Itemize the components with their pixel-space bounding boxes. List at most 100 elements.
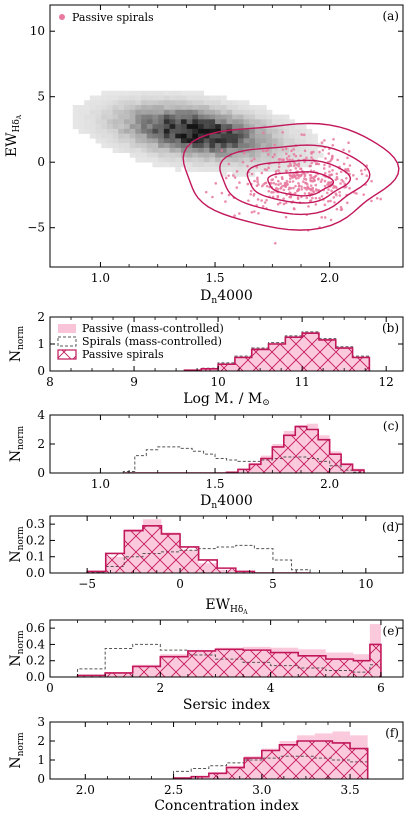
density-cell <box>129 109 136 115</box>
density-cell <box>163 128 170 134</box>
density-cell <box>118 133 125 139</box>
density-cell <box>209 119 216 125</box>
scatter-point <box>249 189 253 193</box>
density-cell <box>243 152 250 158</box>
bar-passive-spirals <box>218 364 235 371</box>
scatter-point <box>267 153 270 156</box>
bar-passive-spirals <box>198 559 218 573</box>
scatter-point <box>309 176 312 180</box>
x-axis-label-sub: n <box>211 501 217 511</box>
density-cell <box>169 109 176 115</box>
scatter-point <box>262 131 265 135</box>
scatter-point <box>323 179 327 183</box>
density-cell <box>129 147 136 153</box>
density-cell <box>283 143 290 149</box>
scatter-point <box>288 158 292 162</box>
scatter-point <box>309 174 313 177</box>
density-cell <box>78 105 85 111</box>
density-cell <box>124 95 131 101</box>
density-cell <box>198 152 205 158</box>
density-cell <box>215 138 222 144</box>
scatter-point <box>359 169 363 172</box>
density-cell <box>260 138 267 144</box>
scatter-point <box>332 137 335 141</box>
density-cell <box>260 166 267 173</box>
density-cell <box>283 162 290 168</box>
density-cell <box>203 162 210 168</box>
scatter-point <box>299 174 302 178</box>
bar-passive-spirals <box>105 672 133 677</box>
density-cell <box>232 109 239 115</box>
bar-passive-spirals <box>251 349 269 371</box>
scatter-point <box>323 184 327 188</box>
density-cell <box>135 114 142 120</box>
y-tick-label: 2 <box>37 310 45 324</box>
density-cell <box>192 119 199 125</box>
scatter-point <box>338 194 342 197</box>
density-cell <box>243 109 250 115</box>
density-cell <box>152 152 159 158</box>
scatter-point <box>227 162 231 166</box>
scatter-point <box>305 196 309 200</box>
density-cell <box>192 114 199 120</box>
density-cell <box>129 128 136 134</box>
density-cell <box>180 105 187 111</box>
density-cell <box>124 114 131 120</box>
legend-label: Spirals (mass-controlled) <box>82 335 222 348</box>
density-cell <box>237 114 244 120</box>
scatter-point <box>271 155 275 159</box>
scatter-point <box>274 170 278 173</box>
density-cell <box>135 119 142 125</box>
density-cell <box>198 133 205 139</box>
density-cell <box>289 119 296 125</box>
density-cell <box>203 143 210 149</box>
legend-marker-passive-spirals <box>59 14 65 20</box>
bar-passive-spirals <box>270 652 299 677</box>
scatter-point <box>355 177 359 181</box>
density-cell <box>232 162 239 168</box>
density-cell <box>146 114 153 120</box>
density-cell <box>124 143 131 149</box>
density-cell <box>169 119 176 125</box>
density-cell <box>101 143 108 149</box>
scatter-point <box>250 159 253 163</box>
density-cell <box>158 119 165 125</box>
step-passive-spirals <box>86 524 311 573</box>
density-cell <box>186 119 193 125</box>
density-cell <box>129 100 136 106</box>
density-cell <box>112 105 119 111</box>
scatter-point <box>328 165 331 168</box>
density-cell <box>226 147 233 153</box>
density-cell <box>209 133 216 139</box>
density-cell <box>169 133 176 139</box>
x-axis-label: Sersic index <box>183 697 270 713</box>
density-cell <box>209 143 216 149</box>
bar-passive-spirals <box>341 464 353 473</box>
density-cell <box>135 95 142 101</box>
density-contour <box>246 159 352 204</box>
density-cell <box>118 95 125 101</box>
scatter-point <box>306 185 310 189</box>
scatter-point <box>242 151 246 155</box>
scatter-point <box>320 216 324 219</box>
scatter-point <box>286 183 289 186</box>
x-tick-label: 2.5 <box>164 783 183 797</box>
scatter-point <box>277 158 281 161</box>
x-tick-label: 2.0 <box>320 271 339 285</box>
density-cell <box>124 90 131 96</box>
density-cell <box>237 166 244 173</box>
scatter-point <box>300 188 303 191</box>
scatter-point <box>291 180 295 183</box>
bar-passive-spirals <box>350 748 368 779</box>
density-cell <box>180 124 187 130</box>
density-cell <box>192 95 199 101</box>
density-cell <box>141 119 148 125</box>
density-cell <box>186 143 193 149</box>
scatter-point <box>262 183 265 186</box>
panel-label: (e) <box>383 624 399 638</box>
scatter-point <box>232 174 235 177</box>
scatter-point <box>270 191 273 194</box>
density-cell <box>289 138 296 144</box>
y-tick-label: 0.2 <box>26 533 45 547</box>
y-axis-label-main: N <box>8 350 24 362</box>
